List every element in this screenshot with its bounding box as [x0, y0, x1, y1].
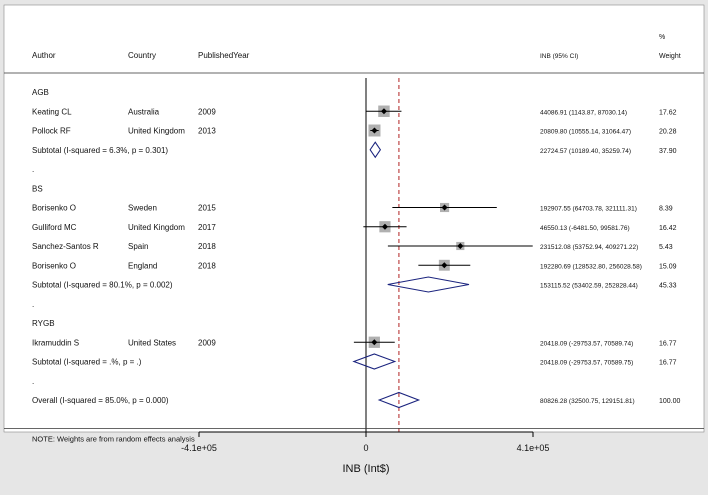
study-year: 2018 — [198, 261, 216, 270]
study-point-estimate — [371, 339, 378, 346]
study-author: Pollock RF — [32, 127, 71, 136]
study-country: Spain — [128, 242, 148, 251]
spacer-dot: . — [32, 165, 34, 174]
study-point-estimate — [441, 262, 448, 269]
column-header-year: PublishedYear — [198, 51, 250, 60]
study-point-estimate — [371, 127, 378, 134]
x-tick-label: -4.1e+05 — [181, 443, 217, 453]
study-ci-text: 20418.09 (-29753.57, 70589.74) — [540, 340, 633, 347]
overall-ci-text: 80826.28 (32500.75, 129151.81) — [540, 398, 635, 405]
subtotal-diamond — [369, 141, 382, 159]
study-author: Ikramuddin S — [32, 338, 79, 347]
study-weight: 8.39 — [659, 206, 673, 213]
x-tick-label: 4.1e+05 — [517, 443, 550, 453]
subtotal-weight: 16.77 — [659, 360, 677, 367]
x-axis-label: INB (Int$) — [342, 463, 389, 475]
study-country: United Kingdom — [128, 127, 185, 136]
study-point-estimate — [457, 243, 464, 249]
subtotal-ci-text: 20418.09 (-29753.57, 70589.75) — [540, 360, 633, 367]
subtotal-label: Subtotal (I-squared = 6.3%, p = 0.301) — [32, 146, 168, 155]
study-year: 2017 — [198, 223, 216, 232]
column-header-country: Country — [128, 51, 156, 60]
plot-panel — [3, 4, 705, 433]
study-weight: 16.77 — [659, 340, 677, 347]
study-ci-text: 192907.55 (64703.78, 321111.31) — [540, 206, 637, 213]
column-header-weight-percent: % — [659, 34, 665, 41]
study-author: Keating CL — [32, 107, 72, 116]
study-weight: 15.09 — [659, 263, 677, 270]
study-point-estimate — [441, 204, 448, 211]
study-year: 2013 — [198, 127, 216, 136]
study-year: 2009 — [198, 338, 216, 347]
study-country: Australia — [128, 107, 160, 116]
study-year: 2009 — [198, 107, 216, 116]
group-label: AGB — [32, 88, 49, 97]
study-country: England — [128, 261, 157, 270]
study-author: Borisenko O — [32, 204, 76, 213]
study-year: 2018 — [198, 242, 216, 251]
study-ci-text: 231512.08 (53752.94, 409271.22) — [540, 244, 638, 251]
study-weight: 5.43 — [659, 244, 673, 251]
overall-diamond — [377, 391, 421, 409]
subtotal-diamond — [387, 276, 470, 293]
study-country: United Kingdom — [128, 223, 185, 232]
column-header-author: Author — [32, 51, 56, 60]
study-ci-text: 46550.13 (-6481.50, 99581.76) — [540, 225, 630, 232]
study-author: Sanchez-Santos R — [32, 242, 99, 251]
x-tick-label: 0 — [363, 443, 368, 453]
study-point-estimate — [381, 223, 388, 230]
study-year: 2015 — [198, 204, 216, 213]
forest-rows: AGB Keating CL Australia 2009 44086.91 (1143… — [4, 88, 704, 444]
subtotal-label: Subtotal (I-squared = 80.1%, p = 0.002) — [32, 281, 173, 290]
study-ci-text: 20809.80 (10555.14, 31064.47) — [540, 129, 631, 136]
study-weight: 20.28 — [659, 129, 677, 136]
subtotal-ci-text: 153115.52 (53402.59, 252828.44) — [540, 283, 638, 290]
overall-weight: 100.00 — [659, 398, 681, 405]
x-axis-ticks: -4.1e+05 0 4.1e+05 — [181, 432, 549, 453]
study-ci-text: 192280.69 (128532.80, 256028.58) — [540, 263, 642, 270]
column-header-ci: INB (95% CI) — [540, 53, 578, 60]
spacer-dot: . — [32, 300, 34, 309]
subtotal-weight: 37.90 — [659, 148, 677, 155]
study-country: Sweden — [128, 204, 157, 213]
study-weight: 16.42 — [659, 225, 677, 232]
study-author: Gulliford MC — [32, 223, 77, 232]
subtotal-weight: 45.33 — [659, 283, 677, 290]
group-label: BS — [32, 184, 43, 193]
group-label: RYGB — [32, 319, 55, 328]
subtotal-label: Subtotal (I-squared = .%, p = .) — [32, 358, 142, 367]
subtotal-ci-text: 22724.57 (10189.40, 35259.74) — [540, 148, 631, 155]
study-point-estimate — [380, 108, 387, 115]
study-author: Borisenko O — [32, 261, 76, 270]
overall-label: Overall (I-squared = 85.0%, p = 0.000) — [32, 396, 169, 405]
study-ci-text: 44086.91 (1143.87, 87030.14) — [540, 109, 627, 116]
subtotal-diamond — [352, 353, 397, 370]
footnote: NOTE: Weights are from random effects an… — [32, 435, 195, 444]
column-header-weight: Weight — [659, 53, 681, 60]
study-country: United States — [128, 338, 176, 347]
spacer-dot: . — [32, 377, 34, 386]
study-weight: 17.62 — [659, 109, 677, 116]
